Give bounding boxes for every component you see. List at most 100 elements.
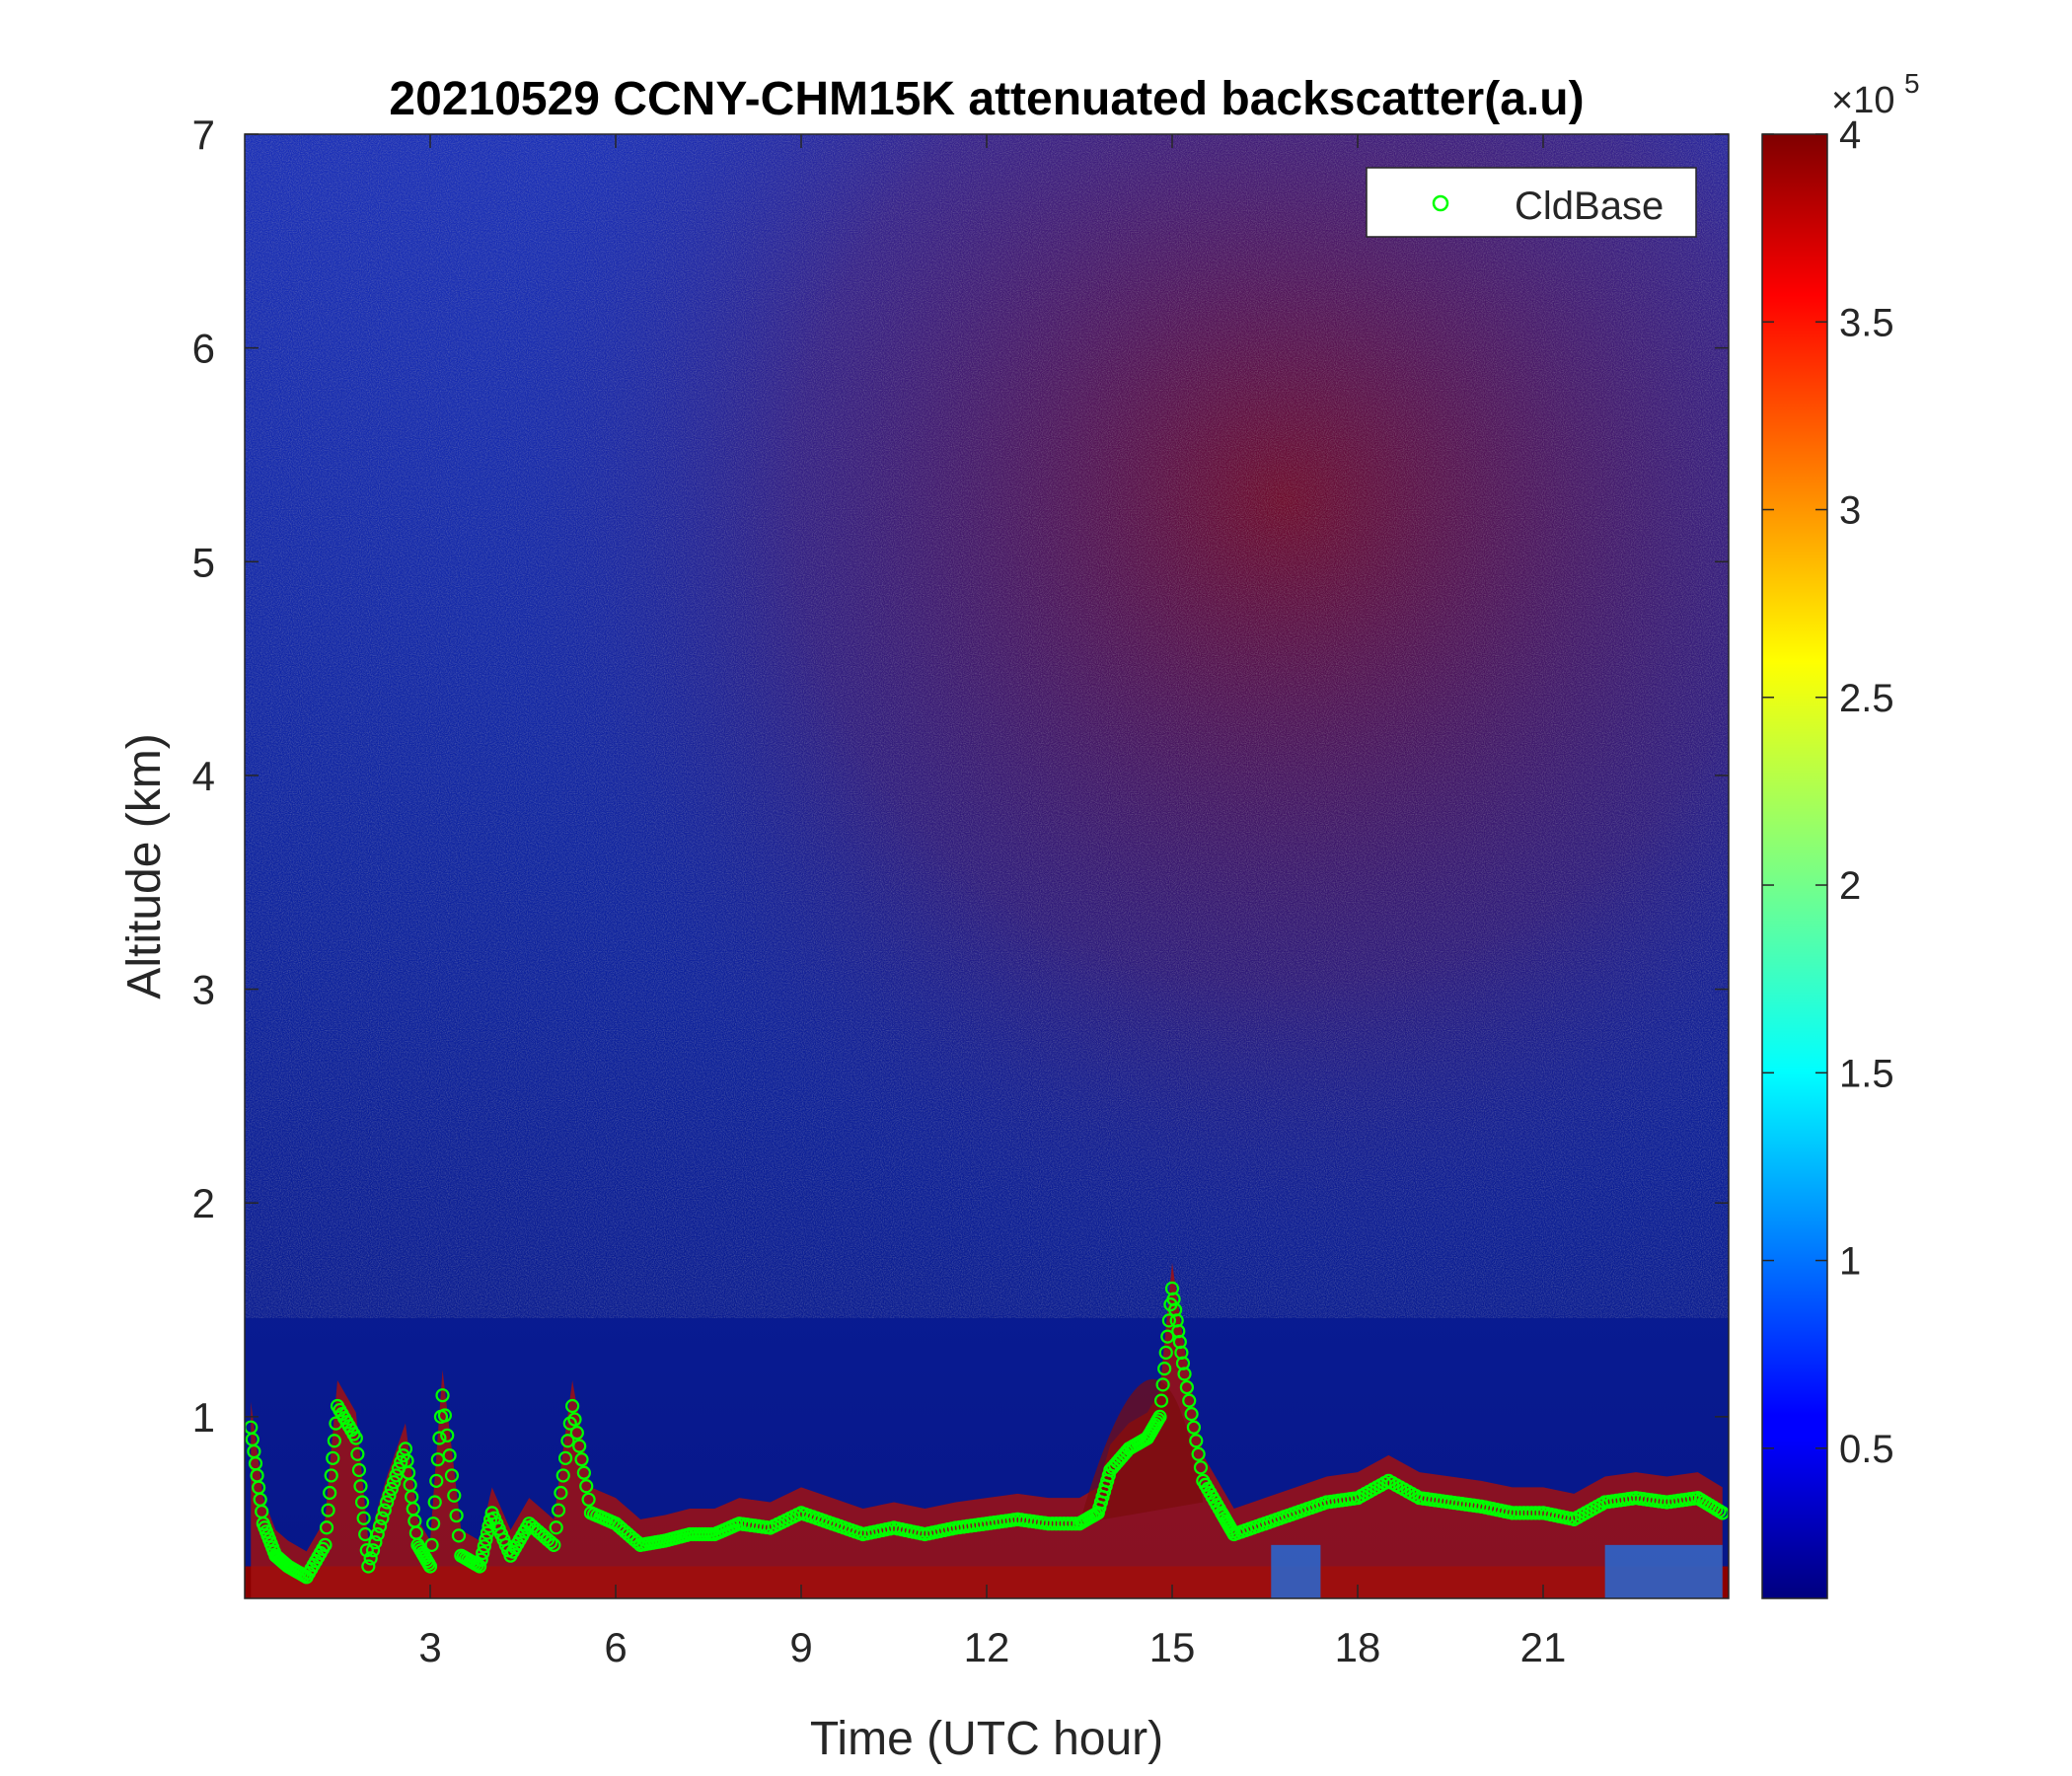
cloud-base-point <box>476 1545 490 1561</box>
cloud-base-point <box>354 1495 370 1510</box>
colorbar-tick-label: 1 <box>1839 1240 1861 1284</box>
colorbar-tick-label: 4 <box>1839 113 1861 157</box>
x-tick-label: 3 <box>418 1624 441 1670</box>
colorbar-gradient <box>1761 133 1828 1599</box>
cloud-base-point <box>555 1468 570 1483</box>
cloud-base-point <box>382 1488 397 1503</box>
cloud-base-point <box>474 1552 488 1567</box>
cloud-base-point <box>1161 1313 1176 1328</box>
cloud-base-point <box>437 1408 452 1423</box>
cloud-base-point <box>351 1462 367 1478</box>
cloud-base-point <box>1193 1460 1209 1475</box>
cloud-base-point <box>323 1485 337 1501</box>
cloud-base-point <box>427 1495 442 1510</box>
cloud-base-point <box>579 1479 594 1494</box>
cloud-base-point <box>348 1431 363 1445</box>
x-axis-label: Time (UTC hour) <box>810 1713 1163 1765</box>
cloud-base-point <box>422 1559 438 1574</box>
x-tick-label: 9 <box>789 1624 812 1670</box>
y-tick-label: 7 <box>192 111 215 158</box>
cloud-base-point <box>424 1537 439 1552</box>
cloud-base-point <box>574 1452 589 1467</box>
colorbar-exponent: ×10 5 <box>1831 68 1920 121</box>
colorbar-tick-label: 3 <box>1839 489 1861 533</box>
cloud-base-layer <box>245 1281 1729 1585</box>
cloud-base-point <box>451 1528 467 1543</box>
x-axis: 3 6 9 12 15 18 21 <box>418 134 1566 1670</box>
cloud-base-point <box>572 1439 587 1453</box>
cloud-base-point <box>551 1503 566 1517</box>
aerosol-plume <box>1079 1378 1204 1524</box>
cloud-base-point <box>569 1426 584 1441</box>
cloud-base-point <box>544 1535 558 1550</box>
cloud-base-point <box>350 1446 365 1461</box>
cloud-base-point <box>321 1503 335 1517</box>
cloud-base-point <box>361 1559 376 1574</box>
low-signal-patch <box>1271 1544 1321 1598</box>
y-tick-label: 4 <box>192 753 215 799</box>
boundary-layer-band <box>251 1262 1723 1598</box>
colorbar-ticks: 0.5 1 1.5 2 2.5 3 3.5 4 <box>1762 113 1894 1471</box>
cloud-base-point <box>365 1543 381 1558</box>
cloud-base-point <box>449 1508 464 1523</box>
cloud-base-point <box>473 1559 487 1574</box>
cloud-base-point <box>372 1518 388 1533</box>
cloud-base-point <box>326 1450 340 1465</box>
chart-title: 20210529 CCNY-CHM15K attenuated backscat… <box>389 73 1584 125</box>
cloud-base-point <box>359 1543 374 1558</box>
cloud-base-point <box>444 1468 460 1483</box>
y-axis: 1 2 3 4 5 6 7 <box>192 111 1729 1441</box>
cloud-base-point <box>549 1520 563 1535</box>
speckle-noise <box>245 134 1729 1318</box>
low-signal-patch <box>1604 1544 1723 1598</box>
legend-marker-icon <box>1432 194 1449 212</box>
cloud-base-point <box>557 1450 573 1465</box>
cloud-base-point <box>380 1495 395 1510</box>
cloud-base-point <box>1155 1377 1170 1392</box>
cloud-base-point <box>1189 1434 1204 1448</box>
cloud-base-point <box>370 1526 385 1542</box>
cloud-base-point <box>384 1481 399 1497</box>
cloud-base-point <box>377 1503 392 1517</box>
cloud-base-point <box>319 1520 334 1535</box>
cloud-base-point <box>1186 1420 1202 1435</box>
cloud-base-point <box>318 1537 333 1552</box>
colorbar-tick-label: 2.5 <box>1839 677 1894 720</box>
cloud-base-point <box>353 1479 368 1494</box>
cloud-base-point <box>387 1475 402 1490</box>
x-tick-label: 15 <box>1149 1624 1196 1670</box>
cloud-base-point <box>554 1485 568 1501</box>
cloud-base-point <box>1184 1407 1199 1422</box>
cloud-base-point <box>394 1454 408 1469</box>
colorbar: 0.5 1 1.5 2 2.5 3 3.5 4 ×10 5 <box>1761 68 1920 1599</box>
cloud-base-point <box>560 1434 575 1448</box>
legend-entry-cldbase: CldBase <box>1515 185 1664 228</box>
cloud-base-point <box>1157 1362 1172 1376</box>
cloud-base-point <box>1152 1409 1167 1424</box>
legend-box <box>1366 167 1697 238</box>
cloud-base-point <box>429 1473 444 1488</box>
colorbar-exponent-power: 5 <box>1904 68 1920 99</box>
cloud-base-point <box>324 1468 338 1483</box>
cloud-base-point <box>547 1537 561 1552</box>
legend: CldBase <box>1366 167 1697 238</box>
cloud-base-point <box>576 1465 591 1480</box>
colorbar-tick-label: 1.5 <box>1839 1052 1894 1095</box>
cloud-base-point <box>1160 1329 1175 1344</box>
x-tick-label: 18 <box>1335 1624 1381 1670</box>
cloud-base-point <box>435 1388 450 1403</box>
x-tick-label: 21 <box>1520 1624 1567 1670</box>
cloud-base-point <box>426 1517 441 1531</box>
cloud-base-point <box>581 1492 596 1507</box>
cloud-base-point <box>356 1511 371 1525</box>
cloud-base-point <box>442 1448 457 1463</box>
x-tick-label: 6 <box>604 1624 627 1670</box>
y-axis-label: Altitude (km) <box>118 733 171 999</box>
y-tick-label: 6 <box>192 326 215 372</box>
cloud-base-point <box>567 1412 582 1427</box>
cloud-base-point <box>1153 1393 1169 1408</box>
cloud-base-point <box>440 1428 455 1443</box>
y-tick-label: 2 <box>192 1180 215 1226</box>
cloud-base-point <box>432 1431 447 1445</box>
